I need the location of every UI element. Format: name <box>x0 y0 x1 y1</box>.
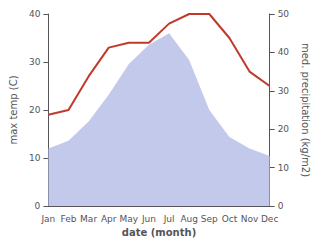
svg-text:0: 0 <box>35 201 41 211</box>
svg-text:Oct: Oct <box>222 214 238 224</box>
svg-text:Apr: Apr <box>101 214 117 224</box>
svg-text:Feb: Feb <box>61 214 77 224</box>
svg-text:Jul: Jul <box>163 214 175 224</box>
svg-text:40: 40 <box>29 9 41 19</box>
svg-text:Nov: Nov <box>241 214 259 224</box>
svg-text:med. precipitation (kg/m2): med. precipitation (kg/m2) <box>300 43 311 177</box>
svg-text:Aug: Aug <box>180 214 198 224</box>
svg-text:10: 10 <box>278 163 290 173</box>
svg-text:10: 10 <box>29 153 41 163</box>
svg-text:Dec: Dec <box>261 214 278 224</box>
svg-text:20: 20 <box>29 105 41 115</box>
svg-text:max temp (C): max temp (C) <box>8 75 19 144</box>
svg-text:50: 50 <box>278 9 290 19</box>
svg-text:Jan: Jan <box>40 214 55 224</box>
svg-text:Jun: Jun <box>141 214 156 224</box>
svg-text:40: 40 <box>278 47 290 57</box>
svg-text:Mar: Mar <box>80 214 97 224</box>
svg-text:0: 0 <box>278 201 284 211</box>
svg-text:20: 20 <box>278 124 290 134</box>
svg-text:30: 30 <box>278 86 290 96</box>
svg-text:30: 30 <box>29 57 41 67</box>
svg-text:May: May <box>120 214 139 224</box>
svg-text:date (month): date (month) <box>122 227 196 238</box>
svg-text:Sep: Sep <box>201 214 218 224</box>
